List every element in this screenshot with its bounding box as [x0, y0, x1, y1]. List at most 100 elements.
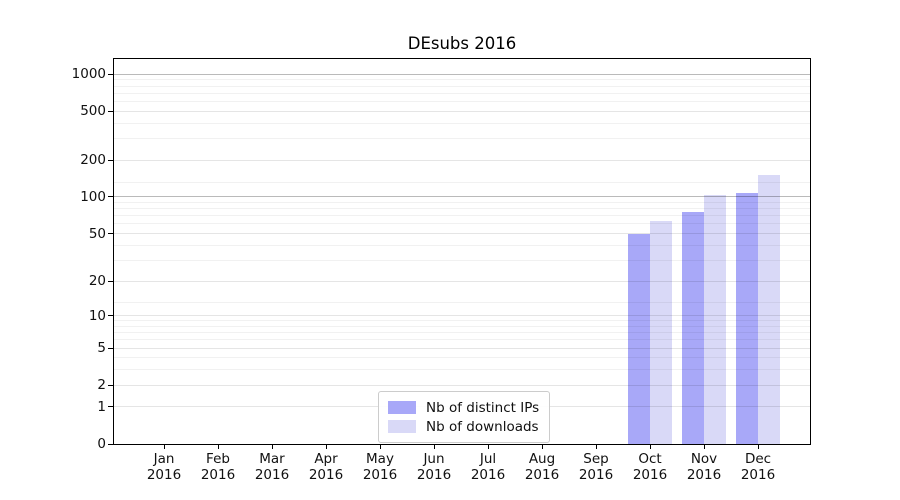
x-tick-mark — [758, 445, 759, 449]
legend-swatch-downloads — [388, 420, 416, 433]
x-tick-label-line: Mar — [259, 451, 285, 467]
y-tick-label: 10 — [88, 307, 106, 324]
y-tick-mark — [108, 280, 113, 282]
x-tick-mark — [596, 445, 597, 449]
y-tick-label: 500 — [80, 103, 106, 120]
gridline — [114, 137, 810, 139]
bar — [649, 220, 672, 444]
chart-title: DEsubs 2016 — [407, 34, 517, 53]
x-tick-label-line: 2016 — [632, 467, 668, 483]
x-tick-label-line: Dec — [744, 451, 772, 467]
gridline — [114, 244, 810, 246]
x-tick-mark — [434, 445, 435, 449]
gridline — [114, 325, 810, 327]
legend: Nb of distinct IPs Nb of downloads — [378, 391, 551, 443]
x-tick-label: Feb 2016 — [186, 451, 250, 483]
y-tick-mark — [108, 159, 113, 161]
gridline — [114, 357, 810, 359]
gridline — [114, 339, 810, 341]
bar — [703, 195, 726, 444]
x-tick-mark — [542, 445, 543, 449]
x-tick-mark — [164, 445, 165, 449]
x-tick-label-line: Sep — [583, 451, 609, 467]
y-tick-mark — [108, 73, 113, 75]
y-tick-mark — [108, 196, 113, 198]
x-tick-label-line: 2016 — [578, 467, 614, 483]
x-tick-mark — [704, 445, 705, 449]
y-tick-label: 200 — [80, 152, 106, 168]
x-tick-label-line: 2016 — [146, 467, 182, 483]
gridline — [114, 208, 810, 210]
x-tick-label-line: 2016 — [740, 467, 776, 483]
legend-label-downloads: Nb of downloads — [426, 418, 539, 435]
legend-item-downloads: Nb of downloads — [388, 417, 539, 436]
x-tick-label-line: Aug — [528, 451, 556, 467]
legend-label-distinct-ips: Nb of distinct IPs — [426, 399, 540, 416]
y-tick-label: 1 — [97, 398, 106, 415]
x-tick-label: Aug 2016 — [510, 451, 574, 483]
gridline — [114, 369, 810, 371]
x-tick-label-line: Feb — [206, 451, 230, 467]
x-tick-label-line: 2016 — [254, 467, 290, 483]
gridline — [114, 332, 810, 334]
x-tick-label: Mar 2016 — [240, 451, 304, 483]
gridline — [114, 79, 810, 81]
x-tick-label: Jan 2016 — [132, 451, 196, 483]
x-tick-label: Sep 2016 — [564, 451, 628, 483]
x-tick-label: Oct 2016 — [618, 451, 682, 483]
gridline — [114, 201, 810, 203]
gridline — [114, 223, 810, 225]
y-tick-mark — [108, 110, 113, 112]
y-tick-mark — [108, 384, 113, 386]
gridline — [114, 92, 810, 94]
bar — [757, 175, 780, 444]
x-tick-label: Dec 2016 — [726, 451, 790, 483]
x-tick-label: Nov 2016 — [672, 451, 736, 483]
gridline — [114, 280, 810, 282]
x-tick-label-line: 2016 — [416, 467, 452, 483]
gridline — [114, 302, 810, 304]
gridline — [114, 85, 810, 87]
y-tick-mark — [108, 406, 113, 408]
y-tick-mark — [108, 347, 113, 349]
y-tick-mark — [108, 443, 113, 445]
bar — [735, 192, 758, 444]
x-tick-label-line: 2016 — [470, 467, 506, 483]
y-tick-label: 100 — [80, 188, 106, 205]
bar — [681, 212, 704, 444]
x-tick-label: Jul 2016 — [456, 451, 520, 483]
x-tick-label-line: 2016 — [308, 467, 344, 483]
y-tick-label: 0 — [97, 436, 106, 452]
gridline — [114, 233, 810, 234]
y-tick-label: 1000 — [71, 66, 106, 82]
x-tick-label-line: Jan — [153, 451, 175, 467]
x-tick-label: Apr 2016 — [294, 451, 358, 483]
bar — [627, 233, 650, 444]
y-tick-label: 2 — [97, 377, 106, 394]
gridline — [114, 320, 810, 322]
x-tick-label-line: May — [366, 451, 394, 467]
y-tick-mark — [108, 233, 113, 234]
gridline — [114, 122, 810, 124]
x-tick-label-line: 2016 — [686, 467, 722, 483]
x-tick-label-line: Jun — [423, 451, 445, 467]
legend-item-distinct-ips: Nb of distinct IPs — [388, 398, 539, 417]
gridline — [114, 215, 810, 217]
y-tick-label: 5 — [97, 340, 106, 357]
x-tick-mark — [488, 445, 489, 449]
x-tick-label-line: Jul — [479, 451, 497, 467]
gridline — [114, 73, 810, 75]
x-tick-mark — [380, 445, 381, 449]
x-tick-label-line: 2016 — [362, 467, 398, 483]
gridline — [114, 182, 810, 184]
gridline — [114, 196, 810, 198]
y-tick-label: 50 — [88, 225, 106, 242]
gridline — [114, 159, 810, 161]
gridline — [114, 384, 810, 386]
gridline — [114, 259, 810, 261]
x-tick-label-line: Nov — [690, 451, 718, 467]
x-tick-label: Jun 2016 — [402, 451, 466, 483]
x-tick-label: May 2016 — [348, 451, 412, 483]
gridline — [114, 100, 810, 102]
